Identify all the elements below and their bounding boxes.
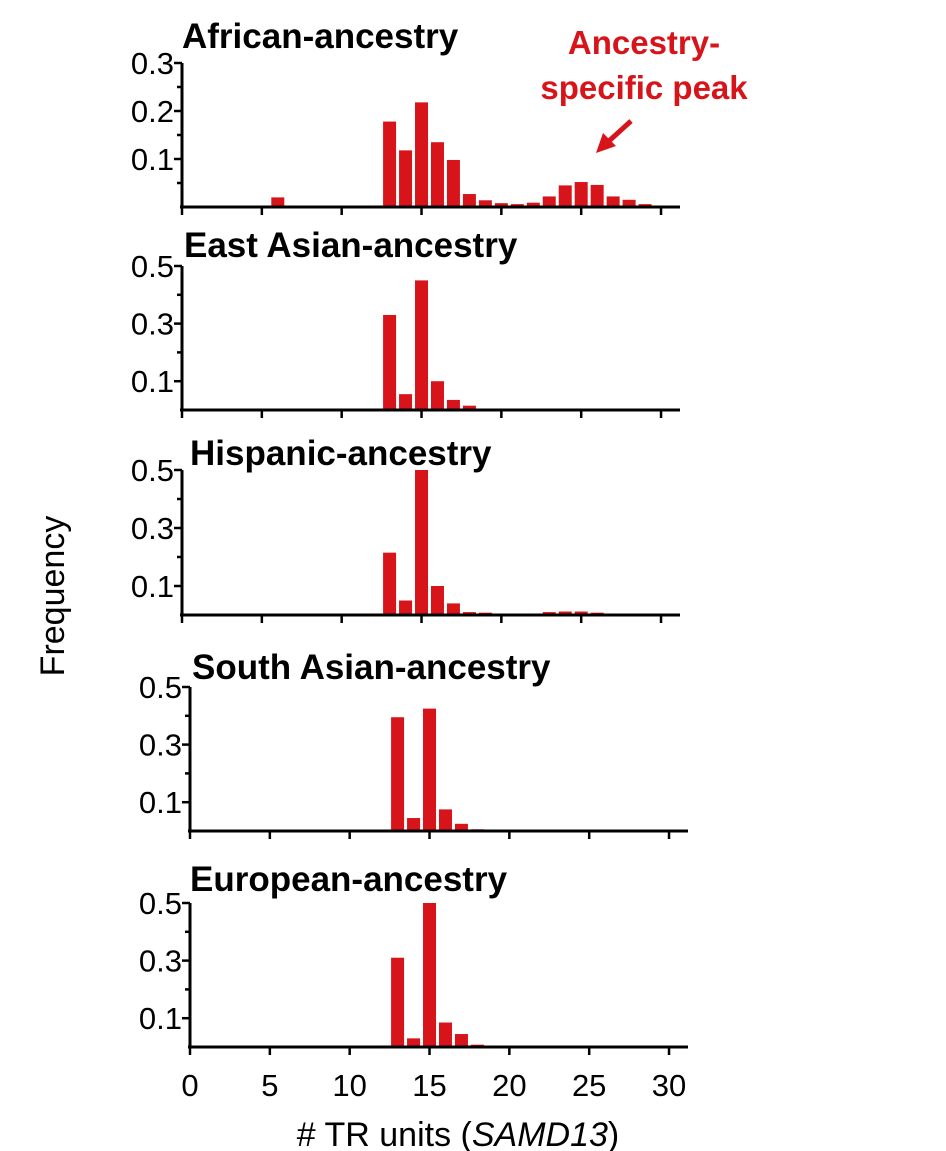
panel-title-african: African-ancestry	[182, 17, 459, 56]
bar-south-asian-13	[391, 717, 405, 831]
bar-african-18	[462, 194, 476, 207]
bar-european-16	[438, 1022, 452, 1047]
y-tick-label-african-0.2: 0.2	[131, 94, 174, 129]
bar-african-23	[542, 196, 556, 207]
y-tick-label-european-0.1: 0.1	[139, 1001, 182, 1036]
x-tick-label-20: 20	[492, 1068, 526, 1103]
panel-title-hispanic: Hispanic-ancestry	[190, 434, 492, 473]
x-tick-label-0: 0	[181, 1068, 198, 1103]
y-axis-label: Frequency	[34, 516, 72, 677]
bar-african-19	[478, 200, 492, 207]
bar-south-asian-17	[454, 823, 468, 831]
bar-south-asian-15	[423, 708, 437, 831]
y-tick-label-european-0.5: 0.5	[139, 886, 182, 921]
y-tick-label-hispanic-0.3: 0.3	[131, 511, 174, 546]
annotation-arrow-icon	[596, 119, 633, 153]
panel-hispanic: 0.1 0.3 0.5 Hispanic-ancestry	[131, 434, 680, 623]
x-axis-label-prefix: # TR units (	[297, 1116, 473, 1151]
annotation-line-1: Ancestry-	[568, 24, 720, 61]
bar-african-28	[622, 199, 636, 207]
y-tick-label-african-0.1: 0.1	[131, 142, 174, 177]
bar-east-asian-18	[462, 405, 476, 410]
bar-east-asian-13	[383, 314, 397, 410]
bar-african-26	[590, 184, 604, 207]
bar-hispanic-24	[558, 611, 572, 615]
bar-south-asian-16	[438, 809, 452, 831]
y-tick-label-south-asian-0.1: 0.1	[139, 785, 182, 820]
bar-african-20	[494, 203, 508, 207]
bar-east-asian-16	[430, 381, 444, 410]
bar-european-14	[407, 1038, 421, 1047]
bar-european-15	[423, 903, 437, 1047]
x-tick-label-30: 30	[652, 1068, 686, 1103]
y-tick-label-african-0.3: 0.3	[131, 46, 174, 81]
bar-african-17	[446, 159, 460, 207]
panel-title-east-asian: East Asian-ancestry	[184, 226, 518, 265]
x-axis-label-suffix: )	[608, 1116, 619, 1151]
y-tick-label-east-asian-0.5: 0.5	[131, 249, 174, 284]
x-tick-label-5: 5	[261, 1068, 278, 1103]
annotation-line-2: specific peak	[540, 69, 748, 106]
panel-title-european: European-ancestry	[190, 860, 508, 899]
bar-east-asian-17	[446, 399, 460, 410]
x-axis-label: # TR units (SAMD13)	[297, 1116, 620, 1151]
bar-african-13	[383, 121, 397, 207]
bar-south-asian-14	[407, 818, 421, 831]
bar-hispanic-13	[383, 552, 397, 615]
y-tick-label-south-asian-0.3: 0.3	[139, 728, 182, 763]
panel-east-asian: 0.1 0.3 0.5 East Asian-ancestry	[131, 226, 680, 418]
bar-african-25	[574, 182, 588, 207]
bar-hispanic-15	[415, 470, 429, 615]
y-tick-label-south-asian-0.5: 0.5	[139, 670, 182, 705]
bar-hispanic-25	[574, 611, 588, 615]
panel-title-south-asian: South Asian-ancestry	[192, 648, 551, 687]
bar-african-16	[430, 142, 444, 207]
bar-hispanic-16	[430, 586, 444, 615]
bar-african-14	[399, 150, 413, 207]
bar-european-13	[391, 957, 405, 1047]
bar-european-17	[454, 1034, 468, 1047]
bar-african-6	[271, 197, 285, 207]
x-tick-label-25: 25	[572, 1068, 606, 1103]
bar-african-24	[558, 185, 572, 207]
bar-african-22	[526, 202, 540, 207]
y-tick-label-hispanic-0.5: 0.5	[131, 453, 174, 488]
bar-hispanic-17	[446, 603, 460, 615]
y-tick-label-east-asian-0.3: 0.3	[131, 307, 174, 342]
bar-east-asian-15	[415, 280, 429, 410]
bar-african-15	[415, 102, 429, 207]
panel-south-asian: 0.1 0.3 0.5 South Asian-ancestry	[139, 648, 688, 839]
y-tick-label-hispanic-0.1: 0.1	[131, 569, 174, 604]
y-tick-label-east-asian-0.1: 0.1	[131, 364, 174, 399]
bar-african-27	[606, 196, 620, 207]
x-axis-label-gene: SAMD13	[472, 1116, 608, 1151]
bar-hispanic-14	[399, 600, 413, 615]
bar-east-asian-14	[399, 394, 413, 410]
y-tick-label-european-0.3: 0.3	[139, 944, 182, 979]
x-tick-label-15: 15	[412, 1068, 446, 1103]
x-tick-label-10: 10	[332, 1068, 366, 1103]
